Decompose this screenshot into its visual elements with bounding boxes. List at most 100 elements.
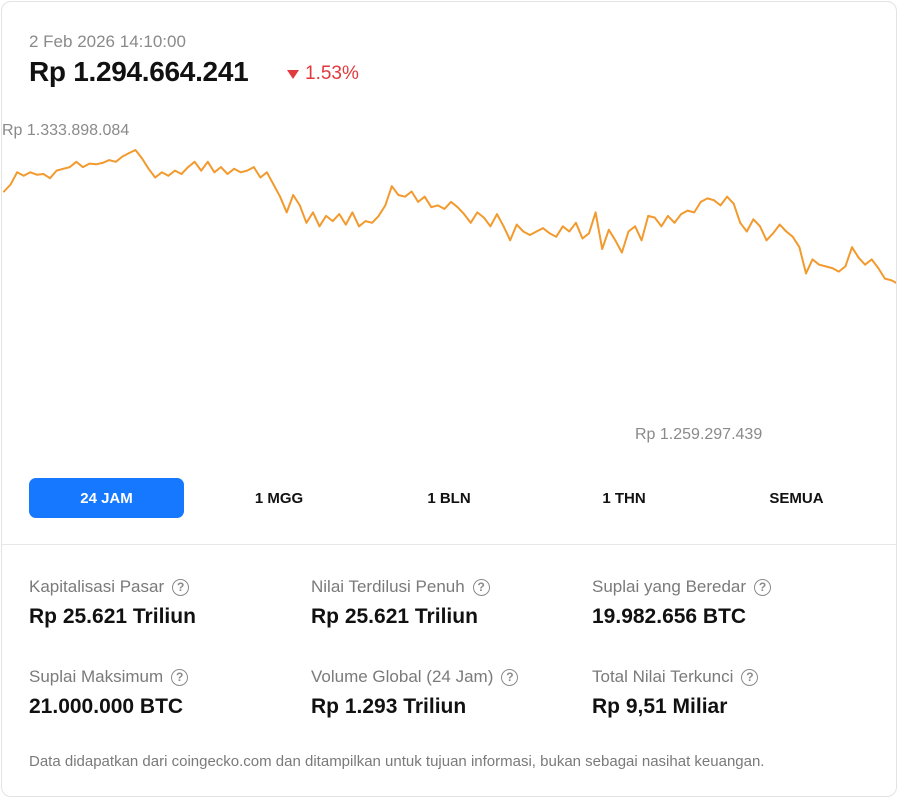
price-point — [469, 221, 472, 224]
price-point — [653, 216, 656, 219]
price-point — [9, 183, 12, 186]
price-point — [844, 265, 847, 268]
price-point — [607, 228, 610, 231]
price-point — [305, 221, 308, 224]
price-point — [555, 235, 558, 238]
stat-value: Rp 25.621 Triliun — [29, 605, 196, 628]
price-point — [778, 223, 781, 226]
stat-total-value-locked: Total Nilai Terkunci ? Rp 9,51 Miliar — [592, 665, 862, 719]
price-point — [55, 169, 58, 172]
price-point — [22, 174, 25, 177]
price-point — [423, 195, 426, 198]
price-point — [417, 201, 419, 203]
price-point — [174, 169, 176, 172]
price-point — [331, 220, 334, 222]
price-point — [463, 213, 465, 215]
price-point — [614, 239, 617, 242]
stat-value: Rp 1.293 Triliun — [311, 695, 467, 718]
price-point — [318, 225, 321, 228]
price-point — [535, 230, 538, 233]
price-point — [377, 215, 380, 217]
price-point — [548, 232, 551, 235]
help-icon[interactable]: ? — [472, 578, 490, 596]
price-point — [483, 216, 485, 219]
price-point — [410, 190, 413, 193]
price-point — [634, 225, 636, 228]
price-point — [818, 263, 820, 266]
price-point — [660, 225, 663, 228]
price-point — [489, 225, 492, 228]
price-point — [561, 225, 564, 228]
price-point — [785, 230, 788, 233]
price-point — [36, 173, 38, 176]
price-point — [581, 237, 584, 240]
price-point — [213, 171, 216, 174]
price-point — [397, 194, 400, 196]
chart-max-label: Rp 1.333.898.084 — [2, 122, 129, 139]
price-point — [640, 239, 643, 242]
price-point — [167, 174, 170, 177]
chart-min-label: Rp 1.259.297.439 — [635, 426, 762, 443]
price-point — [726, 195, 728, 198]
price-point — [739, 221, 742, 224]
price-point — [706, 197, 709, 200]
price-point — [252, 166, 255, 168]
price-point — [266, 171, 268, 174]
price-point — [542, 227, 544, 229]
price-point — [601, 248, 604, 250]
price-point — [62, 167, 65, 170]
price-point — [325, 215, 327, 217]
price-point — [298, 204, 301, 207]
price-point — [798, 246, 801, 249]
tab-semua[interactable]: SEMUA — [719, 478, 874, 518]
stat-value: Rp 9,51 Miliar — [592, 695, 728, 718]
stat-label: Kapitalisasi Pasar — [29, 577, 165, 596]
tab-1-thn[interactable]: 1 THN — [549, 478, 699, 518]
data-source-disclaimer: Data didapatkan dari coingecko.com dan d… — [29, 753, 765, 770]
price-point — [732, 202, 735, 205]
price-point — [95, 163, 97, 166]
help-icon[interactable]: ? — [501, 668, 519, 686]
price-point — [3, 190, 5, 193]
price-point — [344, 223, 347, 226]
price-point — [279, 195, 281, 198]
price-point — [42, 173, 45, 175]
help-icon[interactable]: ? — [171, 668, 189, 686]
tab-1-bln[interactable]: 1 BLN — [374, 478, 524, 518]
price-point — [502, 225, 505, 228]
price-point — [430, 206, 433, 209]
current-price: Rp 1.294.664.241 — [29, 56, 249, 87]
price-point — [811, 258, 814, 261]
price-line — [3, 149, 896, 284]
price-point — [575, 221, 577, 224]
price-point — [522, 230, 525, 233]
price-point — [857, 256, 860, 259]
price-point — [68, 166, 71, 168]
help-icon[interactable]: ? — [741, 668, 759, 686]
help-icon[interactable]: ? — [172, 578, 190, 596]
stat-label: Nilai Terdilusi Penuh — [311, 577, 465, 596]
price-point — [371, 221, 373, 224]
price-point — [588, 232, 590, 235]
price-point — [114, 160, 117, 163]
price-point — [693, 211, 696, 214]
price-point — [837, 270, 840, 273]
price-timestamp: 2 Feb 2026 14:10:00 — [29, 32, 186, 51]
price-point — [246, 169, 249, 172]
price-point — [870, 258, 873, 261]
price-point — [765, 239, 768, 242]
price-point — [338, 213, 341, 215]
price-point — [88, 162, 91, 165]
price-point — [134, 149, 137, 151]
tab-1-mgg[interactable]: 1 MGG — [204, 478, 354, 518]
price-chart[interactable]: Rp 1.333.898.084 Rp 1.259.297.439 — [2, 112, 897, 452]
price-point — [824, 265, 827, 268]
tab-24-jam[interactable]: 24 JAM — [29, 478, 184, 518]
price-point — [101, 162, 104, 164]
price-point — [292, 194, 295, 196]
help-icon[interactable]: ? — [754, 578, 772, 596]
price-point — [160, 171, 163, 174]
price-point — [220, 166, 222, 168]
price-point — [456, 206, 459, 209]
